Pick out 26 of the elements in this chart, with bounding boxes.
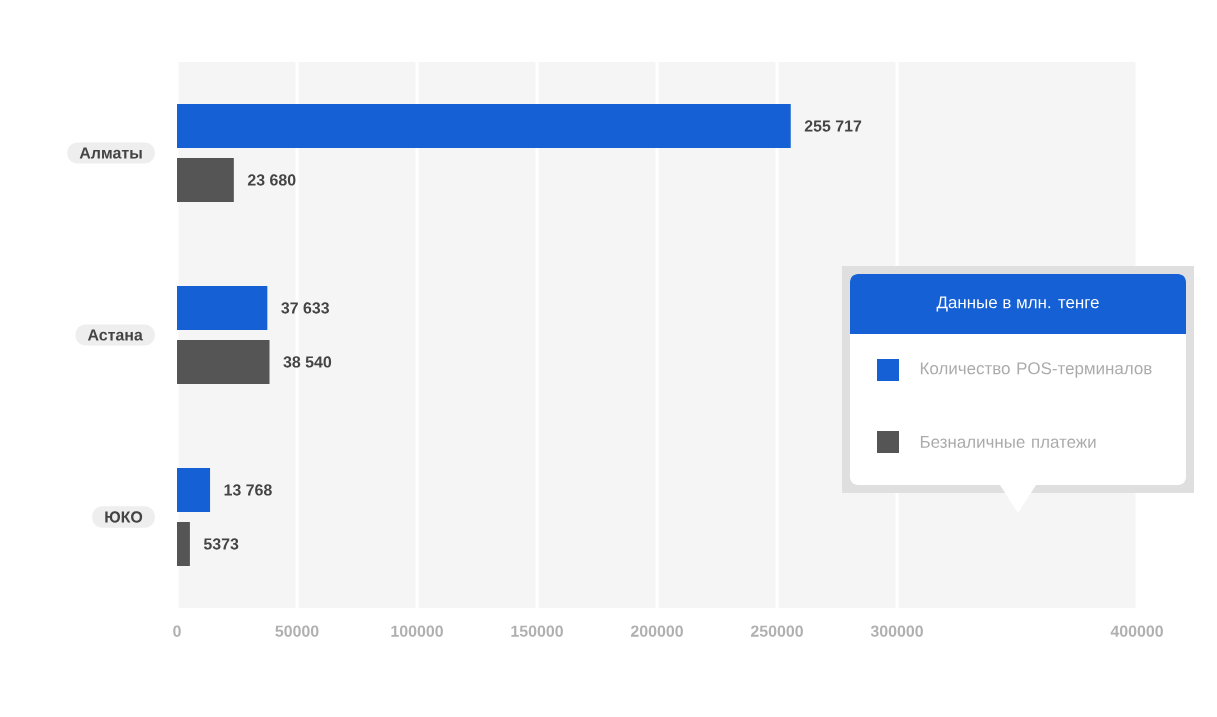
y-tick-label: Алматы: [79, 147, 142, 159]
y-tick-label: Астана: [87, 329, 143, 341]
legend-title: Данные в млн. тенге: [936, 296, 1099, 312]
bar: [177, 157, 234, 202]
data-label: 13 768: [224, 484, 272, 496]
x-tick-label: 150000: [511, 625, 563, 637]
y-tick-label: ЮКО: [105, 511, 143, 523]
data-label: 23 680: [247, 174, 296, 186]
data-label: 255 717: [804, 120, 862, 132]
x-tick-label: 0: [173, 625, 181, 637]
x-tick-label: 250000: [750, 625, 803, 637]
x-tick-label: 50000: [275, 625, 319, 637]
data-label: 38 540: [283, 356, 332, 368]
bar: [177, 285, 268, 330]
x-tick-label: 300000: [870, 625, 923, 637]
bar: [177, 103, 791, 148]
data-label: 5373: [203, 538, 239, 550]
legend-label: Безналичные платежи: [920, 436, 1096, 448]
x-tick-label: 100000: [391, 625, 443, 637]
data-label: 37 633: [281, 302, 329, 314]
x-tick-label: 400000: [1110, 625, 1163, 637]
bar: [177, 339, 270, 384]
bar: [177, 521, 190, 566]
legend-label: Количество POS-терминалов: [920, 362, 1152, 378]
bar: [177, 467, 211, 512]
x-tick-label: 200000: [630, 625, 683, 637]
